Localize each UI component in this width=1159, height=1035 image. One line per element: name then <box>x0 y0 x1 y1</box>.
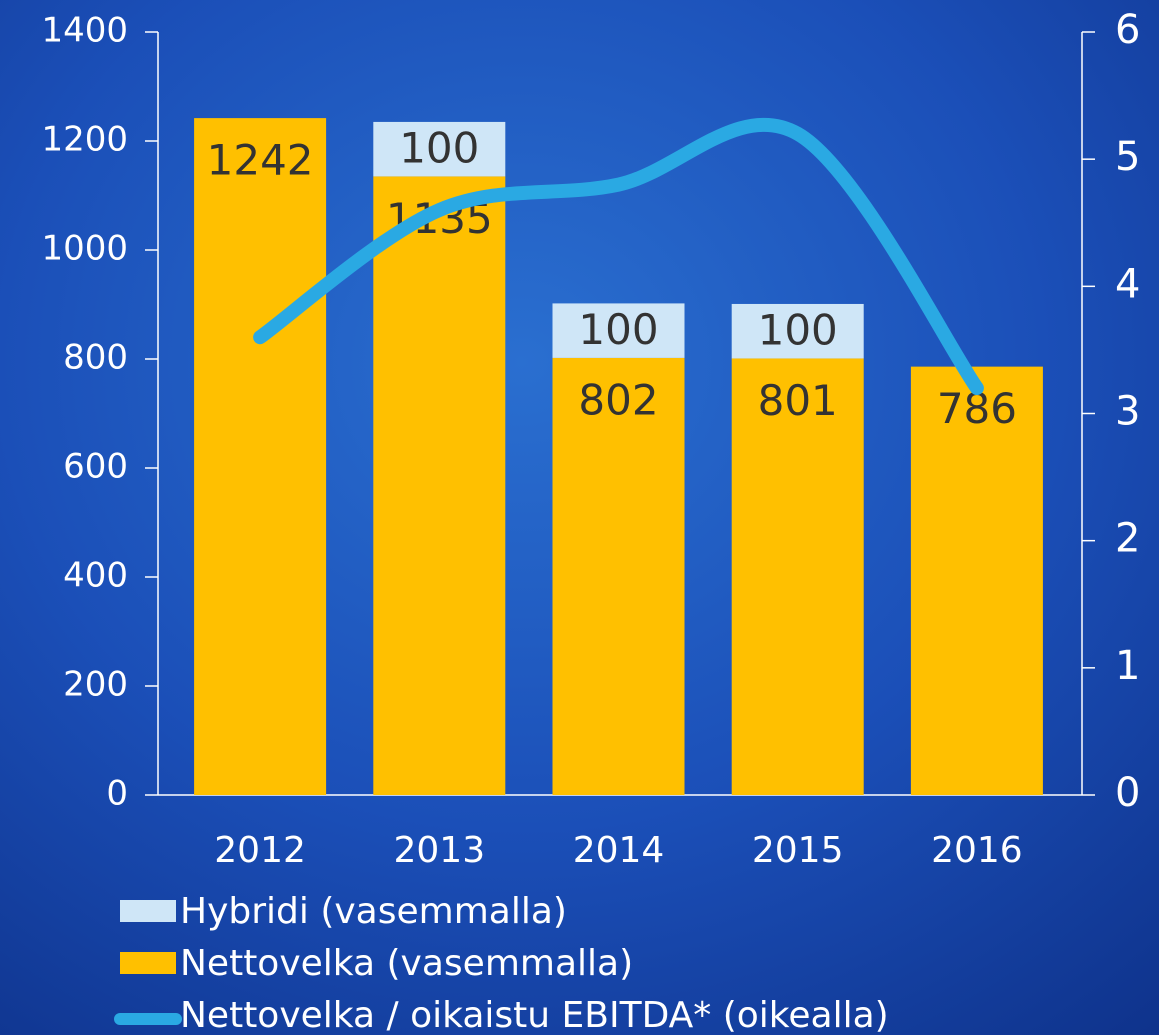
bar <box>552 303 685 358</box>
bar <box>910 366 1043 795</box>
data-label: 801 <box>758 376 838 425</box>
legend-label: Nettovelka (vasemmalla) <box>180 943 633 984</box>
data-label: 100 <box>578 305 658 354</box>
bar <box>194 118 327 796</box>
y-tick-label: 0 <box>106 774 128 814</box>
legend-swatch <box>120 900 176 922</box>
bar <box>552 357 685 795</box>
bar <box>731 358 864 795</box>
y2-tick-label: 5 <box>1115 134 1140 180</box>
x-tick-label: 2013 <box>393 830 485 871</box>
y-tick-label: 200 <box>63 665 128 705</box>
y-tick-label: 400 <box>63 556 128 596</box>
legend-swatch <box>120 952 176 974</box>
line <box>253 117 984 396</box>
legend-label: Hybridi (vasemmalla) <box>180 891 567 932</box>
bar <box>731 303 864 359</box>
data-label: 100 <box>758 306 838 355</box>
y2-tick-label: 3 <box>1115 389 1140 435</box>
y-tick-label: 1400 <box>41 11 128 51</box>
y2-tick-label: 4 <box>1115 261 1140 307</box>
bar <box>373 176 506 796</box>
x-tick-label: 2016 <box>931 830 1023 871</box>
y2-tick-label: 0 <box>1115 770 1140 816</box>
y2-tick-label: 1 <box>1115 643 1140 689</box>
bar <box>373 121 506 177</box>
x-tick-label: 2012 <box>214 830 306 871</box>
data-label: 100 <box>399 124 479 173</box>
y-tick-label: 600 <box>63 447 128 487</box>
x-tick-label: 2014 <box>573 830 665 871</box>
data-label: 802 <box>578 375 658 424</box>
data-label: 1242 <box>207 136 314 185</box>
y-tick-label: 1200 <box>41 120 128 160</box>
y-tick-label: 800 <box>63 338 128 378</box>
y2-tick-label: 6 <box>1115 7 1140 53</box>
legend-label: Nettovelka / oikaistu EBITDA* (oikealla) <box>180 995 889 1035</box>
y2-tick-label: 2 <box>1115 516 1140 562</box>
plot: 0 200 400 600 800 1000 1200 1400 0 1 2 3 4 5 6 2012 1242… <box>41 7 1140 1035</box>
x-tick-label: 2015 <box>752 830 844 871</box>
y-tick-label: 1000 <box>41 229 128 269</box>
